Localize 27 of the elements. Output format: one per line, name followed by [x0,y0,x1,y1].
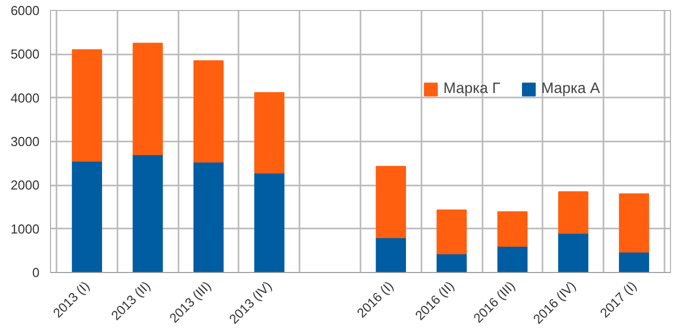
y-tick-label: 3000 [10,134,40,149]
y-tick-label: 0 [32,265,40,280]
legend-label: Марка Г [443,80,500,97]
bar [558,191,588,234]
bar [436,210,467,254]
bar [497,211,528,247]
bar [72,49,102,162]
bar [558,232,588,272]
bar [193,162,224,272]
y-tick-label: 5000 [10,46,40,62]
bar [497,246,528,272]
y-tick-label: 2000 [10,178,40,193]
bar [193,60,224,163]
bar [376,237,406,272]
bar [376,166,406,238]
bar [254,92,284,174]
bar [618,193,650,252]
bar [436,253,467,272]
bar [618,251,650,272]
bar [72,160,102,272]
bar [132,154,163,272]
y-tick-label: 1000 [10,221,40,236]
bar [254,172,284,272]
y-tick-label: 6000 [10,3,40,18]
y-tick-label: 4000 [10,90,40,106]
bar [132,42,163,156]
legend-label: Марка А [541,80,600,97]
